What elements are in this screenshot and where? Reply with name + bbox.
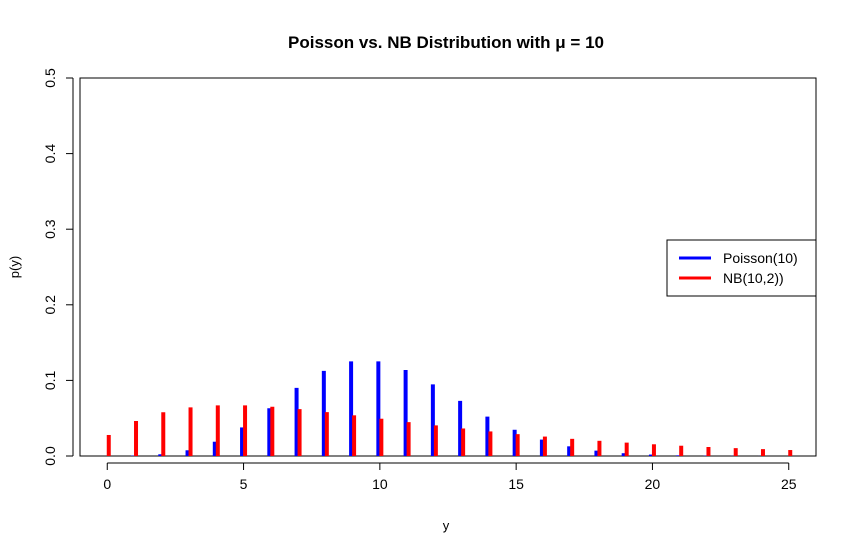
y-tick-label-0.3: 0.3: [42, 219, 58, 239]
legend: Poisson(10) NB(10,2)): [666, 239, 817, 297]
y-tick-label-0.1: 0.1: [42, 370, 58, 390]
legend-label-nb: NB(10,2)): [723, 270, 784, 286]
y-axis: 0.0 0.1 0.2 0.3 0.4 0.5: [42, 68, 74, 466]
legend-box: [666, 239, 817, 297]
x-axis: 0 5 10 15 20 25: [103, 462, 797, 492]
y-tick-label-0.5: 0.5: [42, 68, 58, 88]
bars-layer: [103, 361, 793, 456]
legend-label-poisson: Poisson(10): [723, 250, 798, 266]
x-tick-label-10: 10: [372, 476, 388, 492]
x-tick-label-25: 25: [781, 476, 797, 492]
x-tick-label-15: 15: [508, 476, 524, 492]
y-tick-label-0.2: 0.2: [42, 295, 58, 315]
y-tick-label-0.0: 0.0: [42, 446, 58, 466]
x-tick-label-5: 5: [240, 476, 248, 492]
y-tick-label-0.4: 0.4: [42, 144, 58, 164]
y-axis-label: p(y): [7, 256, 22, 278]
chart-title: Poisson vs. NB Distribution with μ = 10: [288, 33, 604, 52]
x-tick-label-0: 0: [103, 476, 111, 492]
x-tick-label-20: 20: [645, 476, 661, 492]
x-axis-label: y: [443, 518, 450, 533]
